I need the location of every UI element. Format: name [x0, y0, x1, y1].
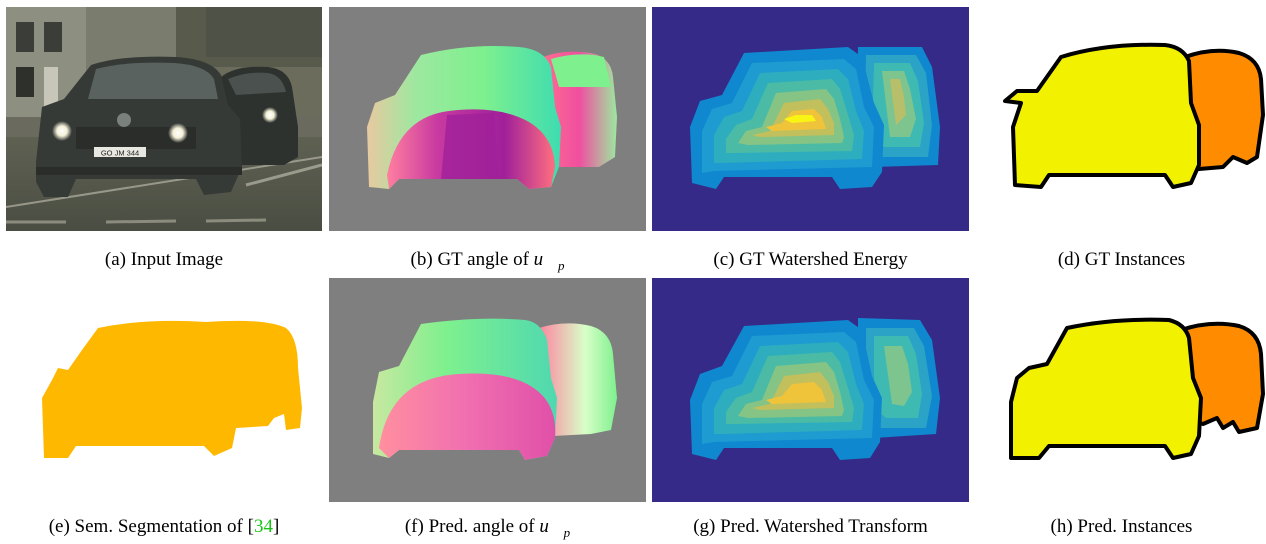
predicted-watershed-transform — [652, 278, 969, 502]
gt-angle-map — [329, 7, 646, 231]
gt-instances — [977, 7, 1266, 231]
caption-e: (e) Sem. Segmentation of [34] — [6, 516, 322, 538]
license-plate-text: GO JM 344 — [101, 149, 139, 158]
citation-link[interactable]: 34 — [254, 516, 273, 537]
caption-a: (a) Input Image — [6, 249, 322, 271]
caption-f: (f) Pred. angle of u⃗p — [329, 516, 646, 544]
predicted-instances — [977, 278, 1266, 502]
caption-d: (d) GT Instances — [977, 249, 1266, 271]
caption-b: (b) GT angle of u⃗p — [329, 249, 646, 277]
predicted-angle-map — [329, 278, 646, 502]
caption-c: (c) GT Watershed Energy — [652, 249, 969, 271]
semantic-segmentation — [6, 278, 322, 502]
caption-g: (g) Pred. Watershed Transform — [652, 516, 969, 538]
caption-h: (h) Pred. Instances — [977, 516, 1266, 538]
gt-watershed-energy — [652, 7, 969, 231]
input-image: GO JM 344 — [6, 7, 322, 231]
